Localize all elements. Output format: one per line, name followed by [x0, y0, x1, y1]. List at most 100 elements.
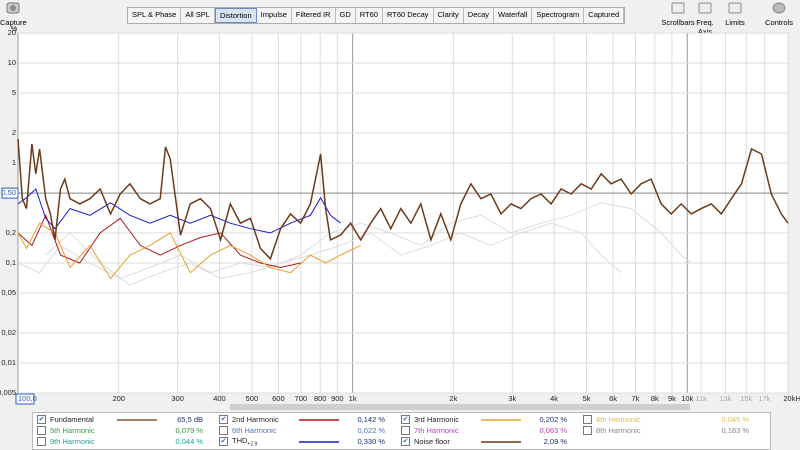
scrollbar[interactable]: [230, 404, 690, 410]
tab[interactable]: Distortion: [214, 8, 257, 23]
tick-box: [1, 187, 19, 199]
series-line: [45, 222, 622, 286]
legend-checkbox[interactable]: ✔: [401, 415, 410, 424]
tab[interactable]: RT60: [356, 8, 383, 23]
tab[interactable]: Captured: [584, 8, 625, 23]
tab[interactable]: GD: [336, 8, 356, 23]
toolbar-button[interactable]: Limits: [720, 0, 750, 27]
legend-item[interactable]: ✔ THD+2.9 0,330 %: [219, 436, 397, 447]
legend-swatch: [299, 418, 339, 421]
legend-item[interactable]: 9th Harmonic 0,044 %: [37, 436, 215, 447]
tab[interactable]: Decay: [464, 8, 495, 23]
legend-reading: 2,09 %: [543, 437, 567, 446]
capture-button[interactable]: Capture: [0, 0, 27, 27]
tab[interactable]: Waterfall: [494, 8, 533, 23]
grid: [17, 32, 789, 394]
y-tick-label: 2: [12, 128, 16, 137]
series-line: [17, 138, 789, 261]
x-tick-label: 1k: [349, 394, 357, 403]
legend-checkbox[interactable]: [37, 426, 46, 435]
legend-item[interactable]: ✔ Noise floor 2,09 %: [401, 436, 579, 447]
y-tick-label: 0,2: [6, 228, 16, 237]
toolbar-button[interactable]: Controls: [764, 0, 794, 27]
y-tick-label: 0,50: [1, 188, 16, 197]
y-unit: %: [11, 24, 18, 33]
legend-reading: 0,202 %: [539, 415, 567, 424]
toolbar-button[interactable]: Scrollbars: [660, 0, 696, 27]
legend-name: 8th Harmonic: [596, 426, 641, 435]
x-tick-label: 8k: [651, 394, 659, 403]
legend-checkbox[interactable]: [219, 426, 228, 435]
button-icon: [698, 2, 712, 14]
legend-swatch: [117, 418, 157, 421]
y-tick-label: 0,005: [0, 388, 16, 397]
x-tick-label: 900: [331, 394, 344, 403]
x-tick-label: 17k: [758, 394, 770, 403]
x-tick-label: 2k: [449, 394, 457, 403]
button-label: Limits: [725, 18, 745, 27]
tab[interactable]: Spectrogram: [532, 8, 585, 23]
legend-checkbox[interactable]: [37, 437, 46, 446]
x-tick-label: 7k: [631, 394, 639, 403]
x-tick-label: 3k: [508, 394, 516, 403]
tick-box: [15, 393, 35, 405]
legend-item[interactable]: 8th Harmonic 0,183 %: [583, 425, 761, 436]
legend-reading: 0,079 %: [175, 426, 203, 435]
x-tick-label: 15k: [740, 394, 752, 403]
legend-item[interactable]: 4th Harmonic 0,045 %: [583, 414, 761, 425]
legend-item[interactable]: 7th Harmonic 0,063 %: [401, 425, 579, 436]
tab-bar: SPL & Phase All SPL Distortion Impulse Filte…: [127, 7, 626, 24]
capture-icon: [6, 2, 20, 14]
series-line: [17, 202, 692, 280]
legend-item[interactable]: ✔ 3rd Harmonic 0,202 %: [401, 414, 579, 425]
button-icon: [671, 2, 685, 14]
y-tick-label: 0,02: [1, 328, 16, 337]
x-tick-label: 6k: [609, 394, 617, 403]
tab[interactable]: Filtered IR: [292, 8, 336, 23]
legend-reading: 0,142 %: [357, 415, 385, 424]
tab[interactable]: RT60 Decay: [383, 8, 434, 23]
legend-item[interactable]: 5th Harmonic 0,079 %: [37, 425, 215, 436]
legend-item[interactable]: ✔ Fundamental 65,5 dB: [37, 414, 215, 425]
legend-checkbox[interactable]: ✔: [219, 415, 228, 424]
legend-checkbox[interactable]: [583, 426, 592, 435]
legend-name: 5th Harmonic: [50, 426, 95, 435]
legend-checkbox[interactable]: ✔: [219, 437, 228, 446]
x-tick-label: 200: [112, 394, 125, 403]
legend-name: 2nd Harmonic: [232, 415, 279, 424]
legend-name: Fundamental: [50, 415, 94, 424]
legend-reading: 0,183 %: [721, 426, 749, 435]
series-line: [17, 213, 301, 269]
button-label: Controls: [765, 18, 793, 27]
y-tick-label: 5: [12, 88, 16, 97]
legend-reading: 0,022 %: [357, 426, 385, 435]
y-tick-label: 0,1: [6, 258, 16, 267]
tab[interactable]: Impulse: [257, 8, 292, 23]
y-tick-label: 0,01: [1, 358, 16, 367]
legend-item[interactable]: ✔ 2nd Harmonic 0,142 %: [219, 414, 397, 425]
legend-checkbox[interactable]: [401, 426, 410, 435]
y-tick-label: 0,05: [1, 288, 16, 297]
legend-item[interactable]: 6th Harmonic 0,022 %: [219, 425, 397, 436]
button-icon: [772, 2, 786, 14]
legend-checkbox[interactable]: ✔: [401, 437, 410, 446]
legend-checkbox[interactable]: [583, 415, 592, 424]
x-tick-label: 800: [314, 394, 327, 403]
x-tick-label: 500: [246, 394, 259, 403]
tab[interactable]: SPL & Phase: [128, 8, 182, 23]
legend-sub: +2.9: [247, 441, 258, 448]
x-tick-label: 9k: [668, 394, 676, 403]
x-tick-label: 10k: [681, 394, 693, 403]
tab[interactable]: Clarity: [434, 8, 464, 23]
button-label: Scrollbars: [661, 18, 695, 27]
legend-reading: 65,5 dB: [177, 415, 203, 424]
legend-checkbox[interactable]: ✔: [37, 415, 46, 424]
legend-name: THD+2.9: [232, 435, 258, 448]
button-icon: [728, 2, 742, 14]
x-tick-label: 11k: [695, 394, 707, 403]
capture-label: Capture: [0, 18, 27, 27]
legend-swatch: [481, 418, 521, 421]
tab[interactable]: All SPL: [181, 8, 215, 23]
x-tick-label: 4k: [550, 394, 558, 403]
toolbar-button[interactable]: Freq. Axis: [690, 0, 720, 36]
